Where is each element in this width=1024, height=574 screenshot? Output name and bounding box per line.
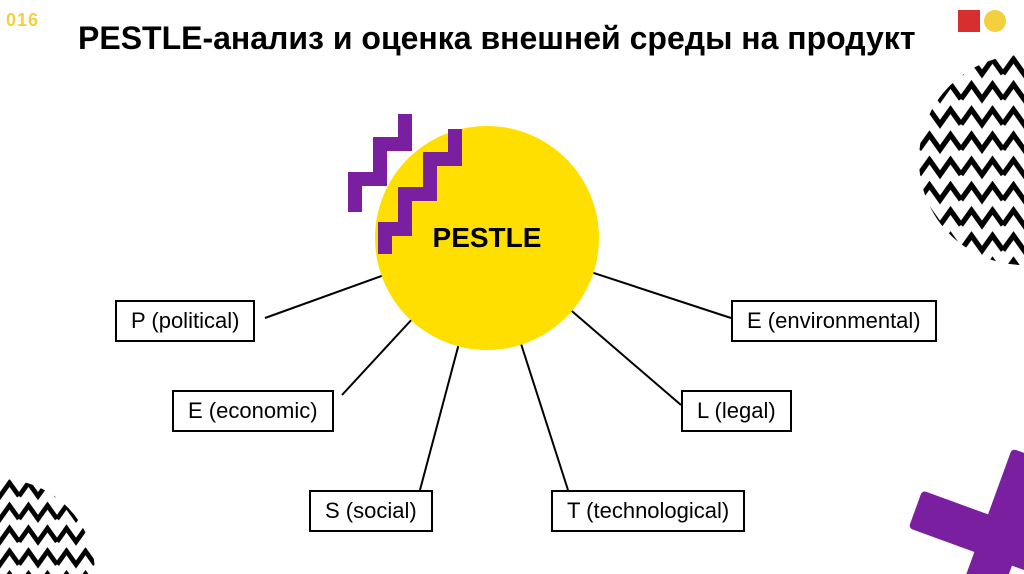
page-title: PESTLE-анализ и оценка внешней среды на …: [78, 18, 915, 58]
purple-cross-decor: [900, 440, 1024, 574]
pestle-node-t: T (technological): [551, 490, 745, 532]
pestle-node-p: P (political): [115, 300, 255, 342]
zigzag-accent-icon: [345, 104, 515, 274]
slide-number: 016: [6, 10, 39, 31]
logo: [958, 10, 1006, 32]
pestle-node-s: S (social): [309, 490, 433, 532]
logo-red-square: [958, 10, 980, 32]
zigzag-decor-top-right: [919, 55, 1024, 265]
pestle-node-e2: E (environmental): [731, 300, 937, 342]
logo-yellow-square: [984, 10, 1006, 32]
zigzag-decor-bottom-left: [0, 479, 95, 574]
pestle-node-l: L (legal): [681, 390, 792, 432]
pestle-node-e1: E (economic): [172, 390, 334, 432]
